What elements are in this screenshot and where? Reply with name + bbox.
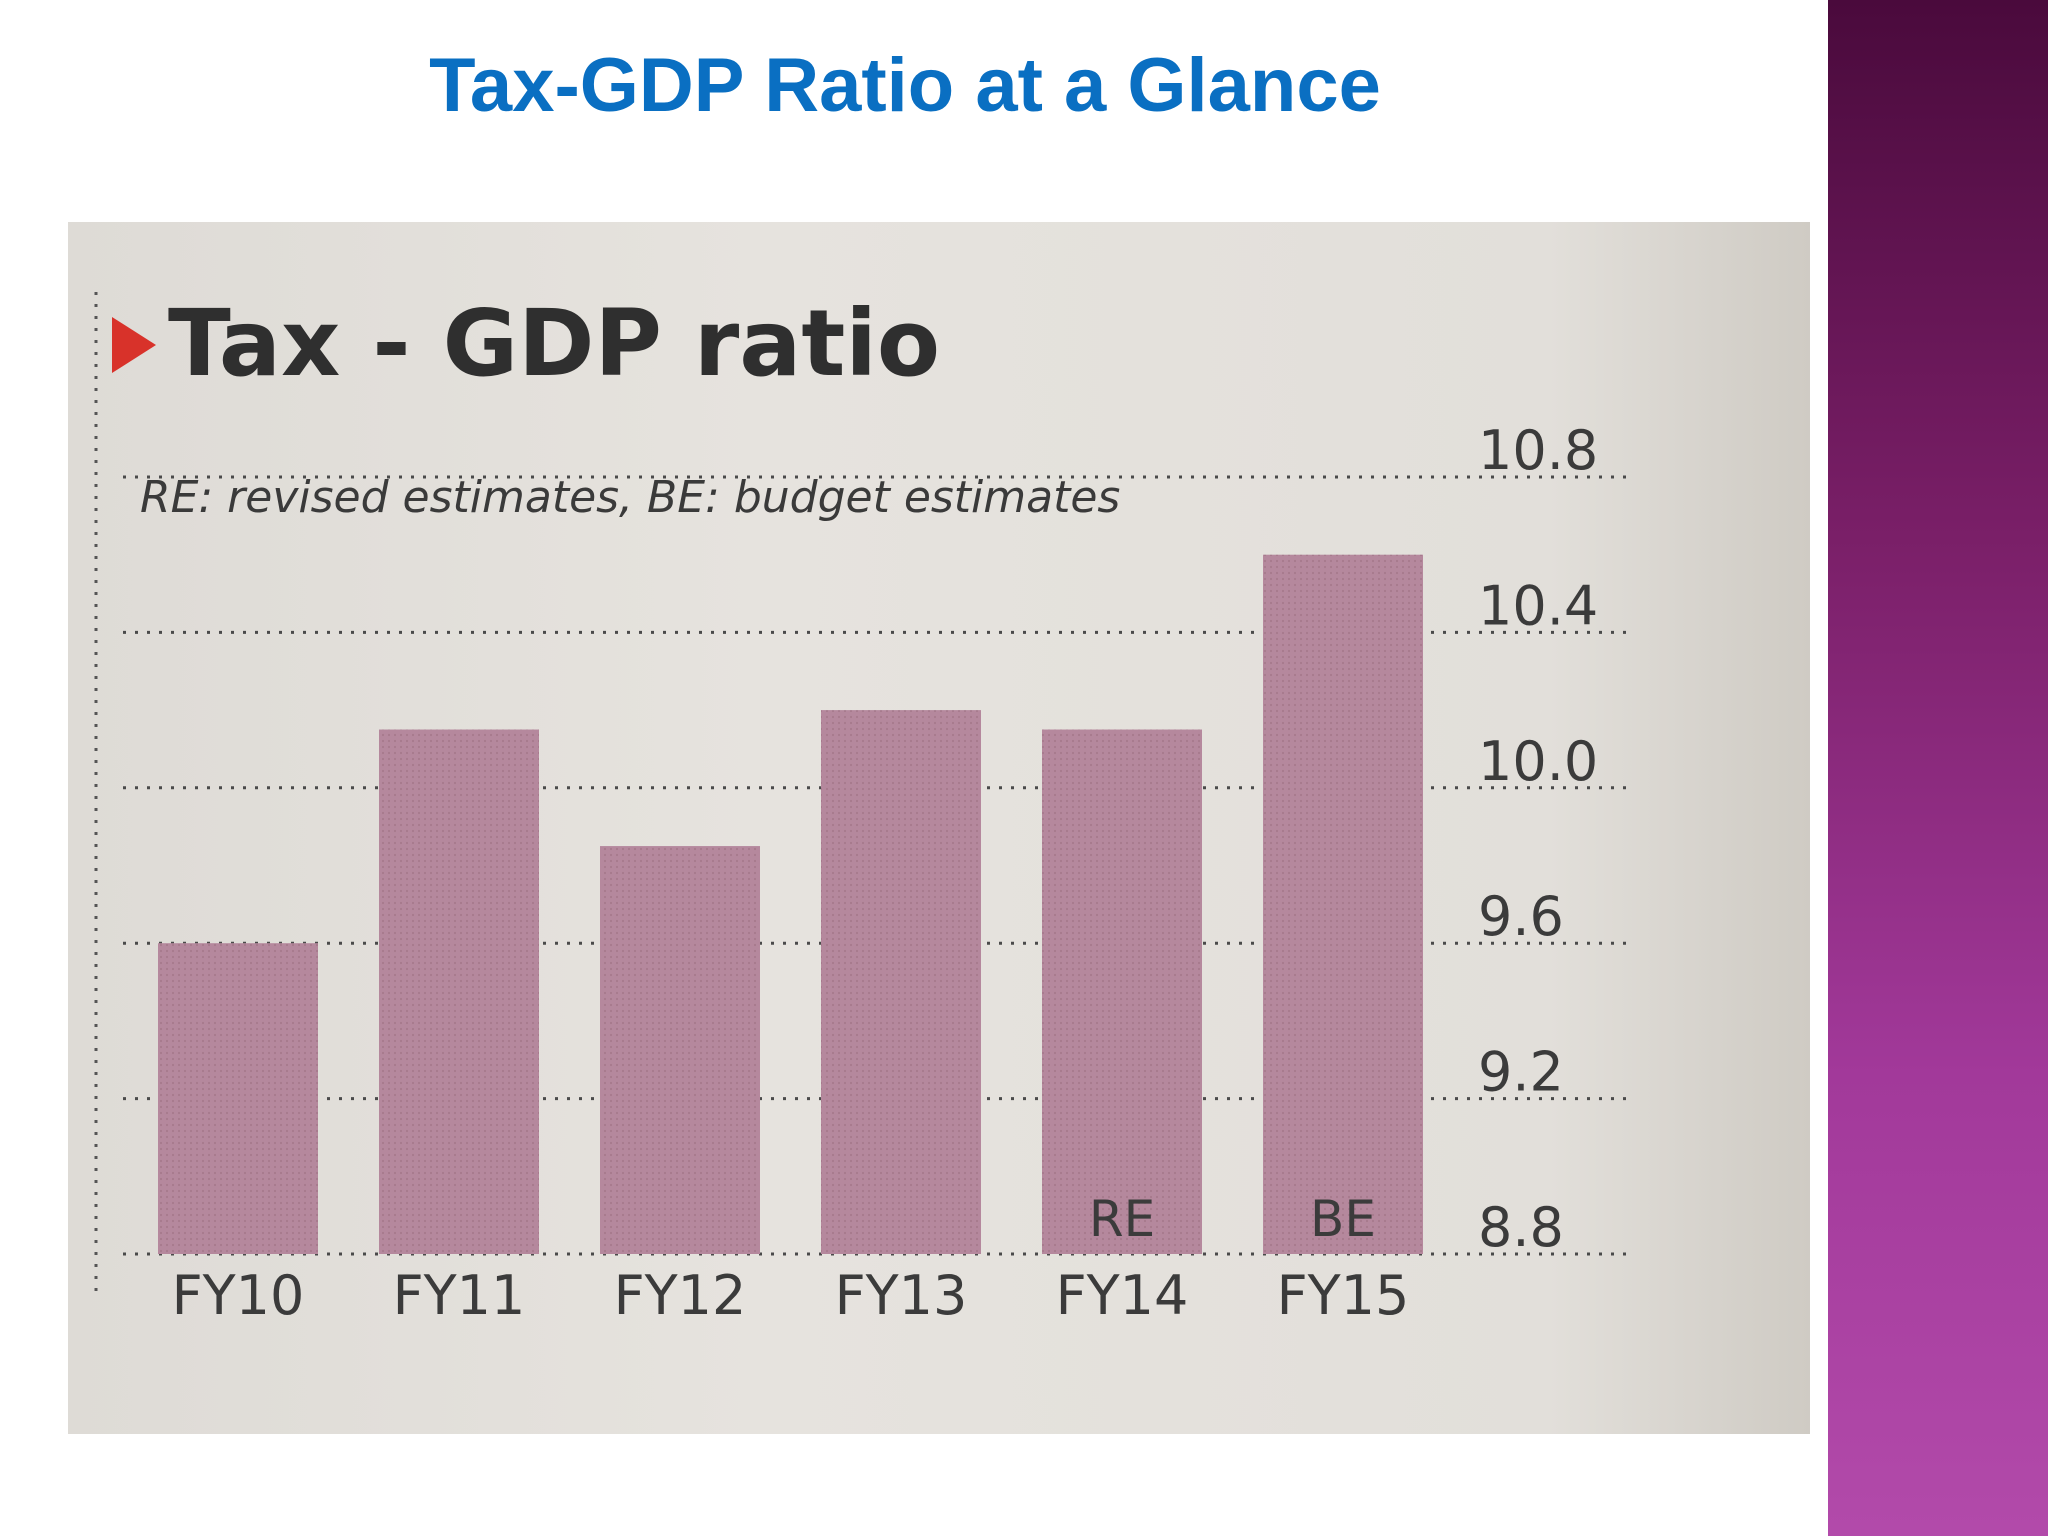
bar-texture [1263,554,1423,1254]
y-tick-label: 10.4 [1478,574,1598,637]
bar-note-label: RE [1089,1190,1155,1248]
chart-title: Tax - GDP ratio [168,290,940,397]
slide-title: Tax-GDP Ratio at a Glance [429,43,1381,128]
bar-texture [821,710,981,1254]
bars: RE BE [158,554,1423,1254]
category-label: FY13 [835,1264,968,1327]
chart-subtitle: RE: revised estimates, BE: budget estima… [140,472,1120,523]
bar-note-label: BE [1310,1190,1376,1248]
title-marker-icon [112,317,156,373]
category-label: FY14 [1056,1264,1189,1327]
bar-chart: Tax - GDP ratio RE: revised estimates, B… [94,290,1628,1327]
category-label: FY12 [614,1264,747,1327]
bar-texture [600,846,760,1254]
category-label: FY11 [393,1264,526,1327]
y-tick-label: 8.8 [1478,1196,1564,1259]
bar-texture [1042,729,1202,1254]
bar-texture [379,729,539,1254]
x-axis-categories: FY10 FY11 FY12 FY13 FY14 FY15 [172,1264,1410,1327]
y-axis-ticks: 10.8 10.4 10.0 9.6 9.2 8.8 [1478,419,1598,1259]
bar-texture [158,943,318,1254]
y-tick-label: 10.8 [1478,419,1598,482]
y-tick-label: 10.0 [1478,730,1598,793]
category-label: FY10 [172,1264,305,1327]
y-tick-label: 9.2 [1478,1041,1564,1104]
newspaper-clipping: Tax - GDP ratio RE: revised estimates, B… [68,222,1810,1434]
category-label: FY15 [1277,1264,1410,1327]
decorative-side-band [1828,0,2048,1536]
y-tick-label: 9.6 [1478,885,1564,948]
